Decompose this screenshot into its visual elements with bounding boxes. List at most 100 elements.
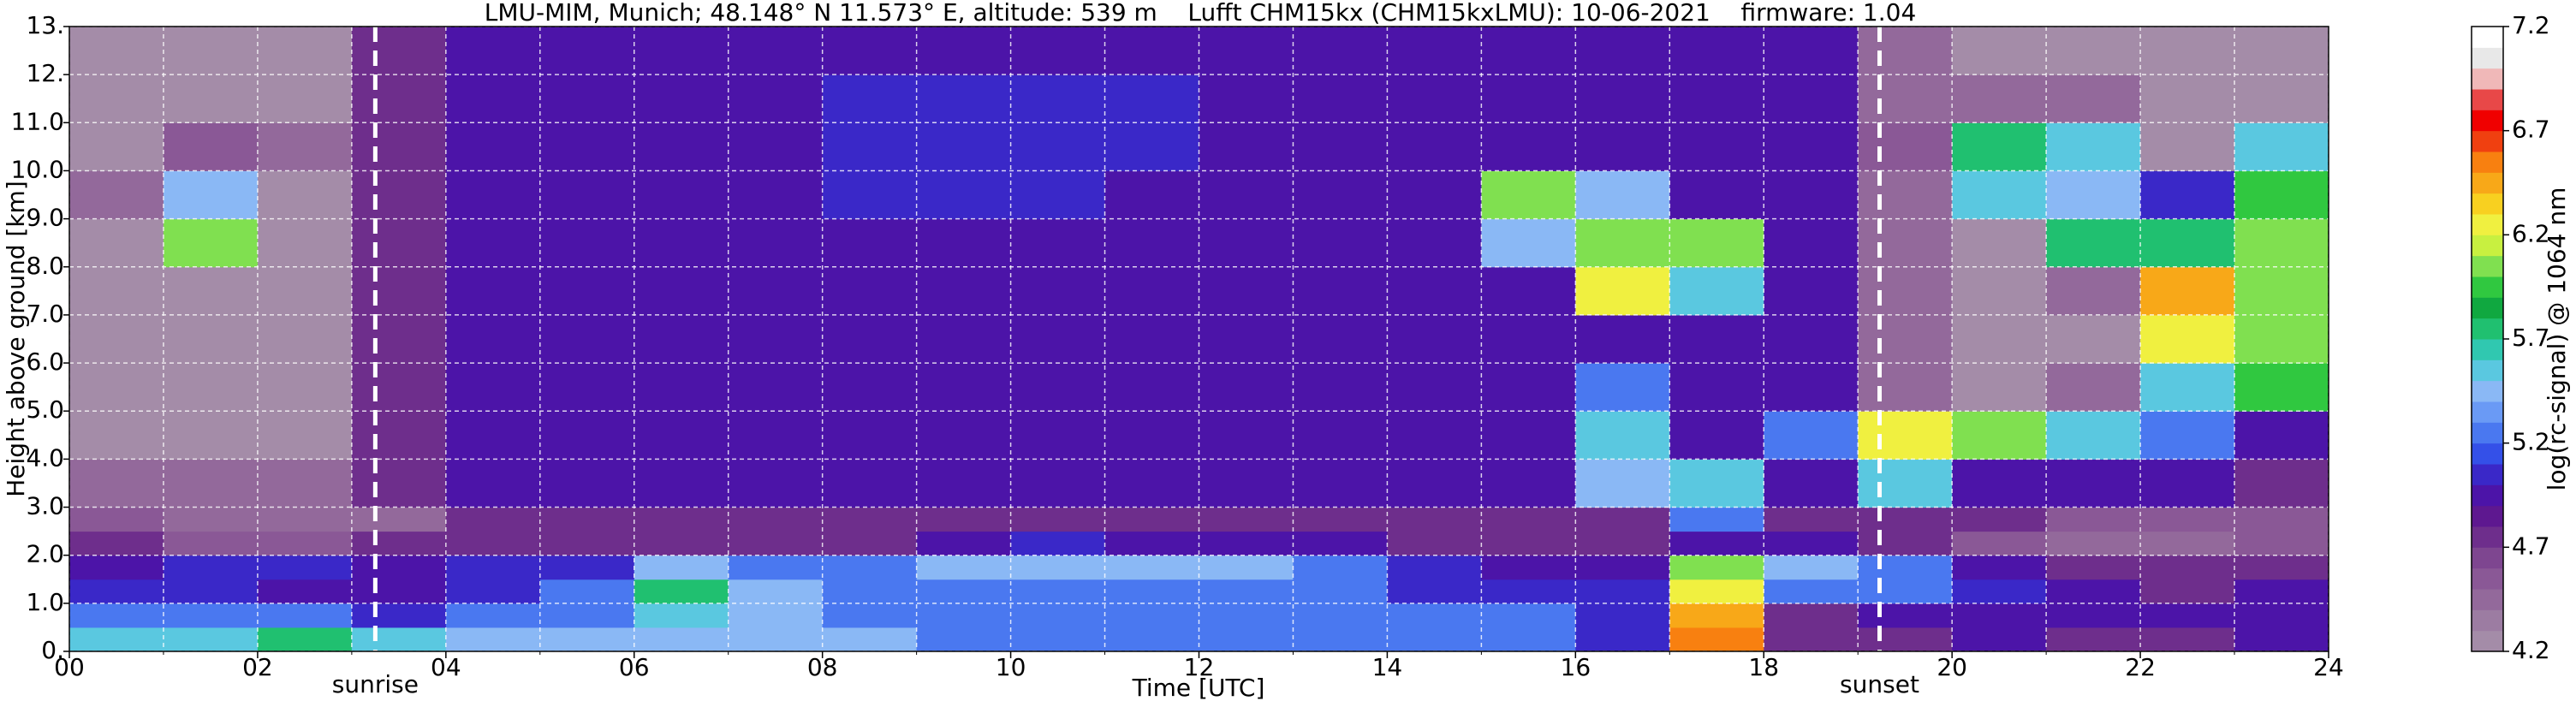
heatmap-cell [539,411,635,460]
heatmap-cell [1387,122,1482,171]
heatmap-cell [539,555,635,580]
heatmap-cell [1293,507,1388,532]
colorbar-swatch [2472,359,2503,382]
heatmap-cell [916,74,1012,123]
heatmap-cell [1952,411,2047,460]
colorbar-swatch [2472,567,2503,590]
heatmap-cell [728,627,824,652]
heatmap-cell [2046,363,2141,412]
heatmap-cell [1858,627,1953,652]
heatmap-cell [916,122,1012,171]
heatmap-cell [163,555,259,580]
colorbar-swatch [2472,401,2503,423]
colorbar-swatch [2472,235,2503,257]
heatmap-cell [1104,531,1199,556]
heatmap-cell [1669,314,1764,364]
heatmap-cell [351,603,447,628]
heatmap-cell [1010,314,1106,364]
heatmap-cell [1575,603,1670,628]
heatmap-cell [1575,74,1670,123]
colorbar-swatch [2472,609,2503,632]
heatmap-cell [728,170,824,220]
y-tick-label: 1.0 [26,588,64,616]
annotation-label: sunrise [332,670,419,698]
heatmap-cell [351,74,447,123]
heatmap-cell [1764,603,1859,628]
heatmap-cell [1387,363,1482,412]
heatmap-cell [2234,170,2329,220]
heatmap-cell [69,74,164,123]
heatmap-cell [1387,266,1482,316]
heatmap-cell [69,314,164,364]
heatmap-cell [1293,170,1388,220]
heatmap [69,27,2329,652]
heatmap-cell [728,27,824,75]
heatmap-cell [257,314,353,364]
heatmap-cell [2046,266,2141,316]
heatmap-cell [728,459,824,508]
colorbar-swatch [2472,505,2503,527]
heatmap-cell [1010,603,1106,628]
heatmap-cell [1575,459,1670,508]
heatmap-cell [1387,411,1482,460]
heatmap-cell [1764,507,1859,532]
colorbar-swatch [2472,276,2503,298]
heatmap-cell [822,531,918,556]
colorbar-swatch [2472,47,2503,69]
y-tick-label: 3.0 [26,492,64,520]
heatmap-cell [69,627,164,652]
heatmap-cell [1575,555,1670,580]
heatmap-cell [1481,74,1576,123]
heatmap-cell [1010,363,1106,412]
heatmap-cell [2234,459,2329,508]
heatmap-cell [257,218,353,268]
heatmap-cell [2046,459,2141,508]
heatmap-cell [916,507,1012,532]
heatmap-cell [445,459,541,508]
heatmap-cell [2140,531,2235,556]
heatmap-cell [1293,27,1388,75]
y-tick-label: 9.0 [26,204,64,232]
heatmap-cell [822,314,918,364]
heatmap-cell [822,363,918,412]
heatmap-cell [916,266,1012,316]
heatmap-cell [163,411,259,460]
heatmap-cell [2140,266,2235,316]
heatmap-cell [1669,411,1764,460]
heatmap-cell [539,218,635,268]
heatmap-cell [634,459,729,508]
heatmap-cell [1575,627,1670,652]
heatmap-cell [1481,627,1576,652]
heatmap-cell [822,627,918,652]
heatmap-cell [351,627,447,652]
heatmap-cell [351,579,447,604]
heatmap-cell [1387,459,1482,508]
heatmap-cell [1387,507,1482,532]
heatmap-cell [2140,27,2235,75]
heatmap-cell [634,531,729,556]
colorbar-tick-label: 6.2 [2512,219,2550,247]
x-tick-label: 16 [1561,653,1591,681]
heatmap-cell [2140,411,2235,460]
heatmap-cell [69,603,164,628]
heatmap-cell [69,27,164,75]
colorbar-swatch [2472,110,2503,132]
heatmap-cell [1010,27,1106,75]
heatmap-cell [728,579,824,604]
heatmap-cell [2140,459,2235,508]
heatmap-cell [728,411,824,460]
heatmap-cell [1104,459,1199,508]
x-tick-label: 10 [996,653,1026,681]
colorbar-tick-label: 4.7 [2512,532,2550,560]
heatmap-cell [1858,266,1953,316]
y-tick-label: 10.0 [11,155,64,183]
heatmap-cell [1104,218,1199,268]
heatmap-cell [2140,579,2235,604]
heatmap-cell [1858,122,1953,171]
heatmap-cell [1387,74,1482,123]
heatmap-cell [69,531,164,556]
heatmap-cell [257,266,353,316]
heatmap-cell [257,603,353,628]
heatmap-cell [1010,170,1106,220]
